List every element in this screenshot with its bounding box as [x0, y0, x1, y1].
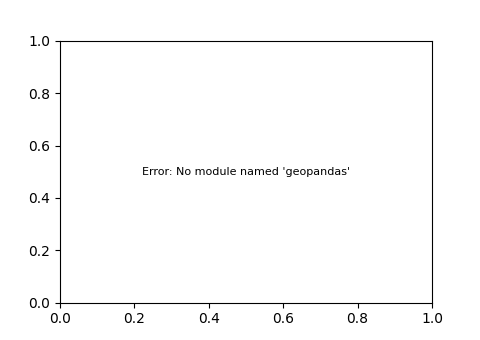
Text: Error: No module named 'geopandas': Error: No module named 'geopandas': [142, 167, 350, 177]
